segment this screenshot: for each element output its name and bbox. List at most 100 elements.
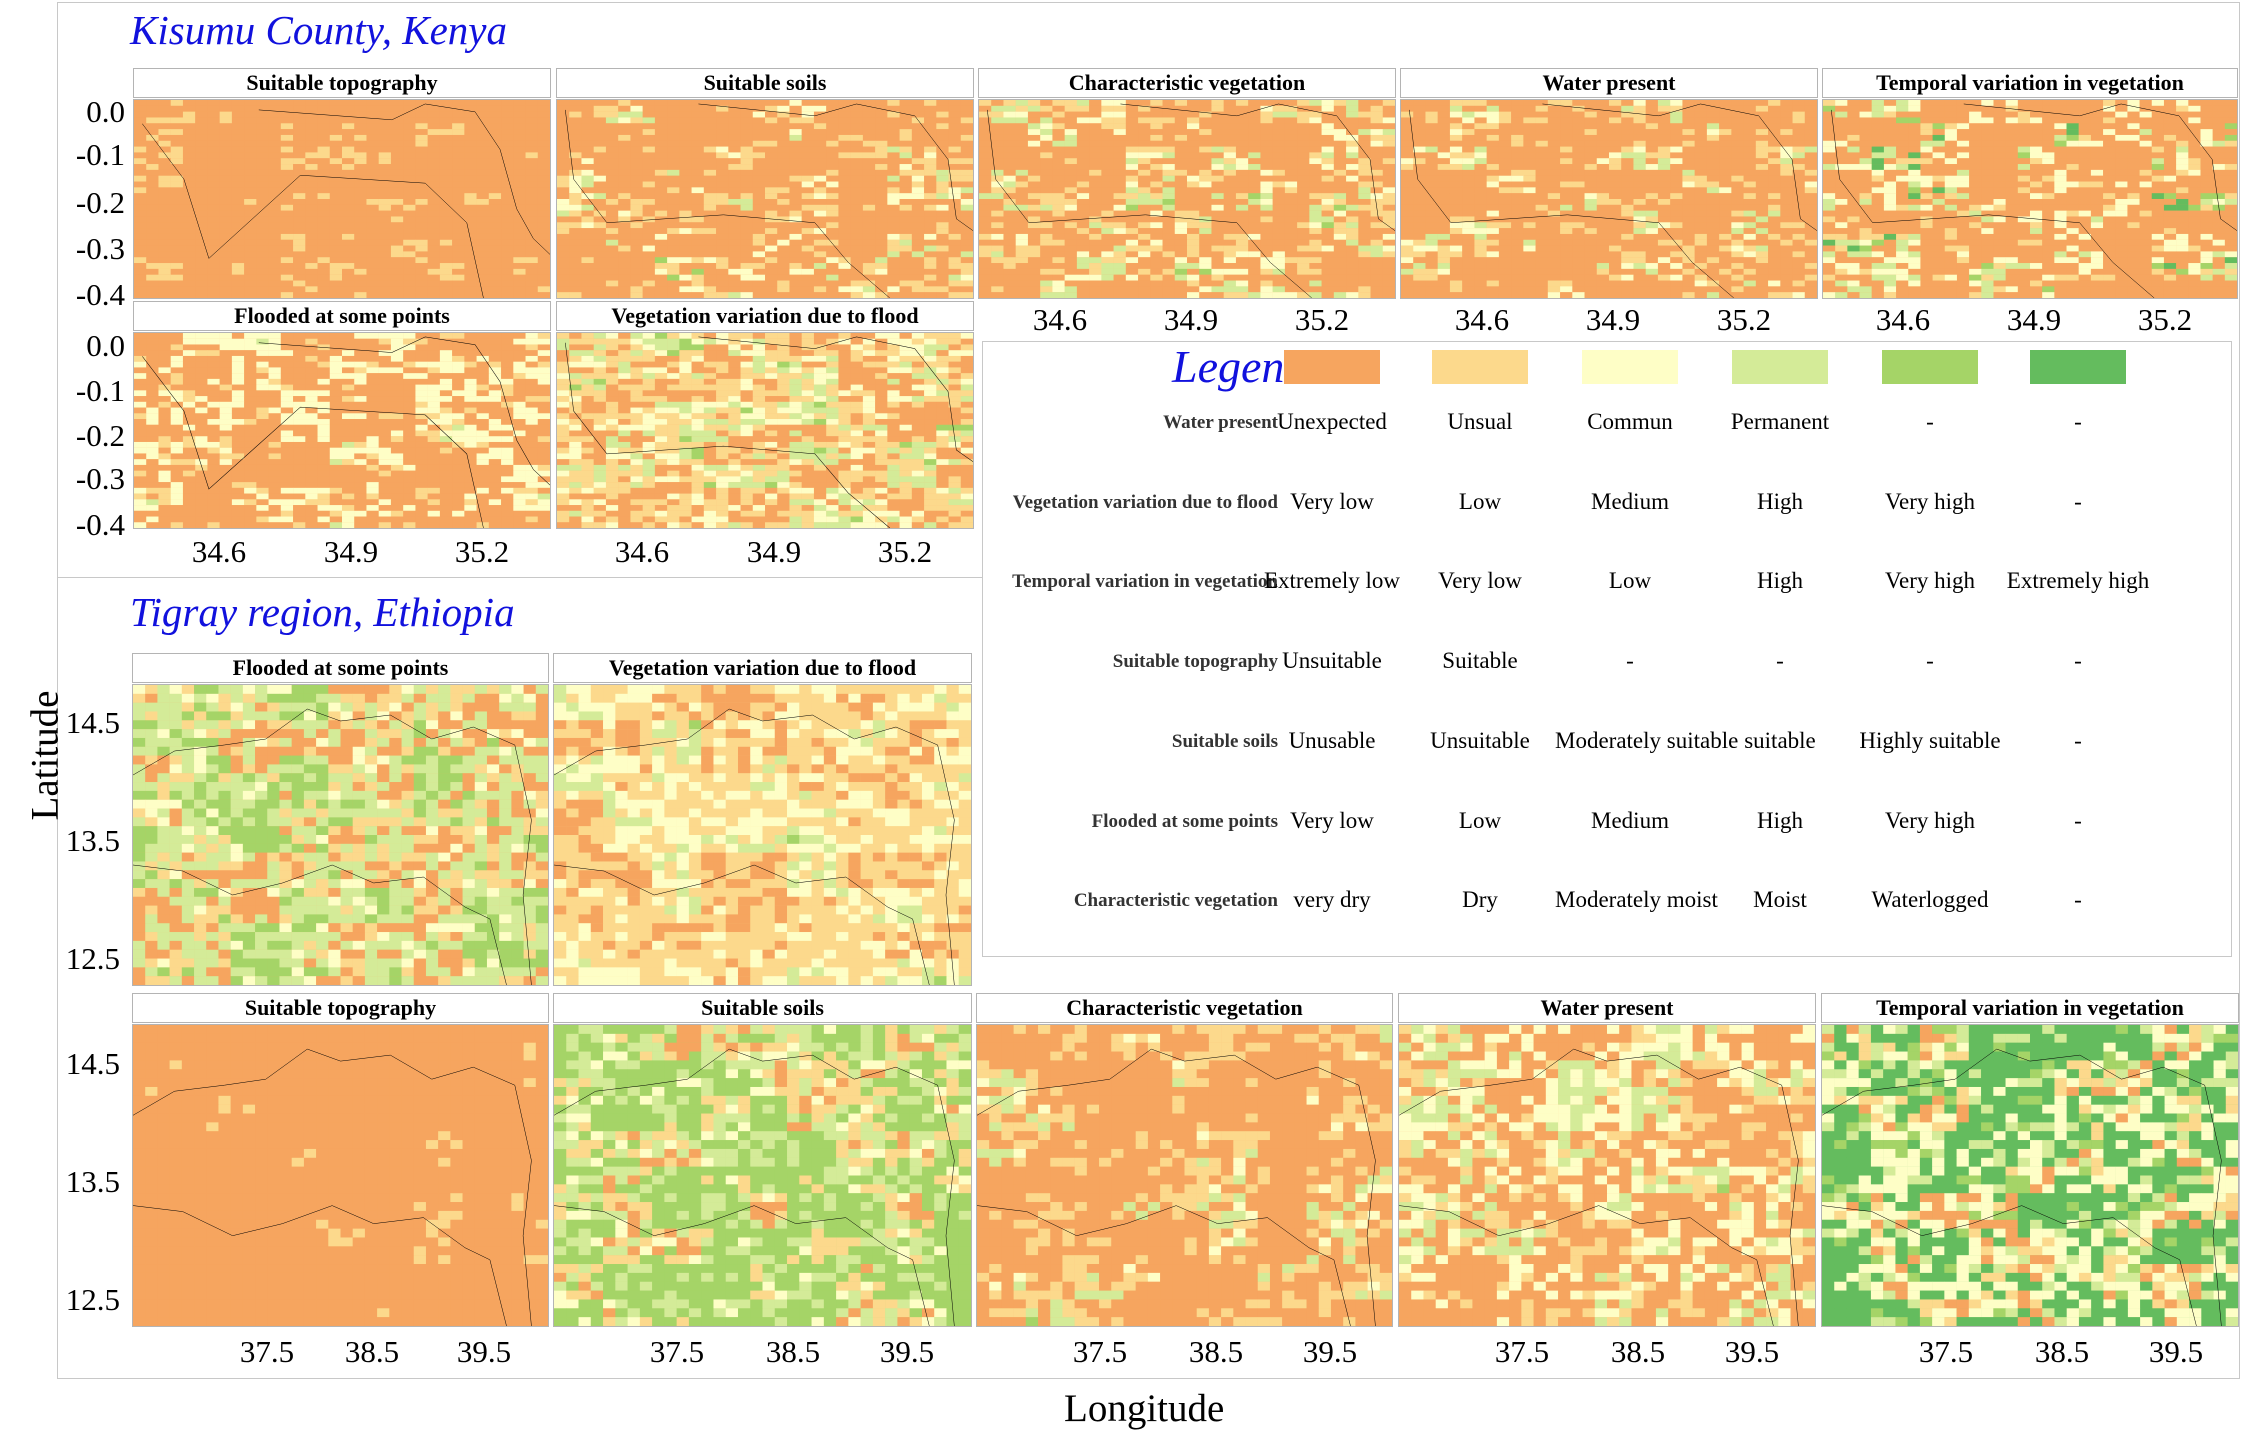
raster-cell bbox=[1235, 257, 1249, 264]
raster-cell bbox=[691, 152, 705, 159]
raster-cell bbox=[777, 117, 790, 124]
raster-cell bbox=[525, 251, 538, 258]
raster-cell bbox=[1235, 100, 1249, 106]
raster-cell bbox=[305, 146, 318, 153]
raster-cell bbox=[1920, 152, 1933, 159]
raster-cell bbox=[1706, 239, 1720, 246]
raster-cell bbox=[317, 268, 330, 275]
raster-cell bbox=[752, 169, 766, 176]
raster-cell bbox=[1425, 152, 1438, 159]
raster-cell bbox=[1162, 257, 1175, 264]
raster-cell bbox=[667, 175, 680, 182]
raster-cell bbox=[1768, 233, 1781, 240]
raster-cell bbox=[1235, 181, 1249, 188]
raster-cell bbox=[667, 187, 680, 194]
raster-cell bbox=[1462, 117, 1475, 124]
raster-cell bbox=[1382, 233, 1395, 240]
raster-cell bbox=[170, 105, 184, 112]
raster-cell bbox=[1584, 204, 1597, 211]
raster-cell bbox=[716, 105, 729, 112]
raster-cell bbox=[1670, 204, 1683, 211]
raster-cell bbox=[630, 286, 643, 293]
raster-cell bbox=[1015, 146, 1029, 153]
raster-cell bbox=[1101, 216, 1114, 223]
raster-cell bbox=[317, 286, 330, 293]
raster-cell bbox=[1003, 123, 1016, 130]
raster-cell bbox=[1462, 111, 1475, 118]
raster-cell bbox=[293, 233, 306, 240]
raster-cell bbox=[813, 210, 827, 217]
raster-cell bbox=[777, 193, 790, 200]
raster-cell bbox=[293, 111, 306, 118]
raster-cell bbox=[1694, 251, 1708, 258]
raster-cell bbox=[1413, 257, 1426, 264]
raster-cell bbox=[618, 216, 631, 223]
raster-cell bbox=[195, 193, 208, 200]
raster-cell bbox=[378, 222, 392, 229]
raster-cell bbox=[1346, 123, 1359, 130]
raster-cell bbox=[1682, 193, 1695, 200]
raster-cell bbox=[170, 245, 184, 252]
raster-cell bbox=[1743, 129, 1757, 136]
raster-cell bbox=[911, 140, 925, 147]
raster-cell bbox=[936, 204, 949, 211]
raster-cell bbox=[2200, 117, 2213, 124]
raster-cell bbox=[293, 268, 306, 275]
raster-cell bbox=[1027, 222, 1041, 229]
raster-cell bbox=[1743, 152, 1757, 159]
raster-cell bbox=[875, 292, 888, 298]
raster-cell bbox=[1932, 123, 1945, 130]
raster-cell bbox=[439, 169, 453, 176]
raster-cell bbox=[1284, 193, 1298, 200]
raster-cell bbox=[452, 164, 465, 170]
raster-cell bbox=[1040, 181, 1053, 188]
raster-cell bbox=[1835, 134, 1848, 141]
raster-cell bbox=[1792, 228, 1805, 235]
map-raster bbox=[1400, 99, 1818, 299]
raster-cell bbox=[1309, 286, 1322, 293]
raster-cell bbox=[1896, 134, 1909, 141]
raster-cell bbox=[654, 268, 668, 275]
raster-cell bbox=[1064, 169, 1078, 176]
raster-cell bbox=[1235, 239, 1249, 246]
raster-cell bbox=[1076, 280, 1090, 287]
raster-cell bbox=[513, 245, 526, 252]
raster-cell bbox=[1896, 152, 1909, 159]
raster-cell bbox=[1706, 222, 1720, 229]
raster-cell bbox=[501, 286, 514, 293]
raster-cell bbox=[1780, 263, 1793, 269]
raster-cell bbox=[875, 228, 888, 235]
raster-cell bbox=[2127, 100, 2140, 106]
raster-cell bbox=[1969, 100, 1982, 106]
raster-cell bbox=[1560, 158, 1573, 165]
raster-cell bbox=[1260, 268, 1273, 275]
raster-cell bbox=[403, 216, 416, 223]
raster-cell bbox=[716, 100, 729, 106]
raster-cell bbox=[1260, 134, 1273, 141]
raster-cell bbox=[366, 100, 379, 106]
raster-cell bbox=[427, 187, 441, 194]
raster-cell bbox=[317, 152, 330, 159]
raster-cell bbox=[488, 175, 502, 182]
raster-cell bbox=[1609, 140, 1622, 147]
raster-cell bbox=[654, 292, 668, 298]
raster-cell bbox=[1621, 123, 1634, 130]
raster-cell bbox=[630, 222, 643, 229]
raster-cell bbox=[838, 158, 851, 165]
raster-cell bbox=[1486, 164, 1500, 170]
raster-cell bbox=[1792, 193, 1805, 200]
raster-cell bbox=[158, 117, 171, 124]
raster-cell bbox=[593, 100, 607, 106]
raster-cell bbox=[1719, 193, 1732, 200]
raster-cell bbox=[1003, 245, 1016, 252]
raster-cell bbox=[581, 204, 594, 211]
raster-cell bbox=[1003, 222, 1016, 229]
raster-cell bbox=[329, 245, 343, 252]
raster-cell bbox=[513, 117, 526, 124]
raster-cell bbox=[1719, 140, 1732, 147]
raster-cell bbox=[924, 222, 937, 229]
raster-cell bbox=[403, 210, 416, 217]
raster-cell bbox=[801, 181, 815, 188]
raster-cell bbox=[1780, 286, 1793, 293]
raster-cell bbox=[1657, 129, 1671, 136]
